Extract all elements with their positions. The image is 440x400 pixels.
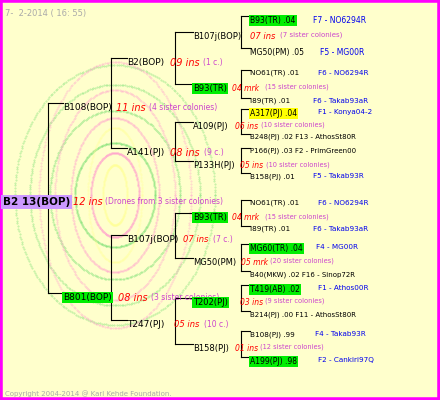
Text: (7 c.): (7 c.)	[213, 235, 233, 244]
Text: 07 ins: 07 ins	[250, 32, 275, 41]
Text: A109(PJ): A109(PJ)	[193, 122, 229, 131]
Text: (10 c.): (10 c.)	[204, 320, 228, 329]
Text: A317(PJ) .04: A317(PJ) .04	[250, 109, 297, 118]
Text: I89(TR) .01: I89(TR) .01	[250, 226, 290, 232]
Text: B248(PJ) .02 F13 - AthosSt80R: B248(PJ) .02 F13 - AthosSt80R	[250, 134, 356, 140]
Text: MG50(PM) .05: MG50(PM) .05	[250, 48, 304, 57]
Text: 7-  2-2014 ( 16: 55): 7- 2-2014 ( 16: 55)	[5, 9, 86, 18]
Text: T247(PJ): T247(PJ)	[127, 320, 165, 329]
Text: (9 c.): (9 c.)	[204, 148, 224, 157]
Text: (10 sister colonies): (10 sister colonies)	[261, 122, 325, 128]
Text: B2(BOP): B2(BOP)	[127, 58, 164, 67]
Text: B107j(BOP): B107j(BOP)	[193, 32, 241, 41]
Text: 08 ins: 08 ins	[170, 148, 200, 158]
Text: F2 - Cankiri97Q: F2 - Cankiri97Q	[318, 357, 374, 363]
Text: 08 ins: 08 ins	[118, 293, 148, 303]
Text: 12 ins: 12 ins	[73, 197, 103, 207]
Text: (3 sister colonies): (3 sister colonies)	[151, 293, 219, 302]
Text: T202(PJ): T202(PJ)	[193, 298, 228, 307]
Text: Copyright 2004-2014 @ Karl Kehde Foundation.: Copyright 2004-2014 @ Karl Kehde Foundat…	[5, 390, 172, 397]
Text: B2 13(BOP): B2 13(BOP)	[3, 197, 70, 207]
Text: 04 mrk: 04 mrk	[232, 84, 259, 93]
Text: 11 ins: 11 ins	[116, 103, 146, 113]
Text: F1 - Konya04-2: F1 - Konya04-2	[318, 109, 372, 115]
Text: P166(PJ) .03 F2 - PrimGreen00: P166(PJ) .03 F2 - PrimGreen00	[250, 148, 356, 154]
Text: B801(BOP): B801(BOP)	[63, 293, 112, 302]
Text: F6 - NO6294R: F6 - NO6294R	[318, 200, 368, 206]
Text: F5 - MG00R: F5 - MG00R	[320, 48, 364, 57]
Text: (4 sister colonies): (4 sister colonies)	[149, 103, 217, 112]
Text: F7 - NO6294R: F7 - NO6294R	[313, 16, 366, 25]
Text: B108(BOP): B108(BOP)	[63, 103, 112, 112]
Text: 03 ins: 03 ins	[240, 298, 263, 307]
Text: B158(PJ): B158(PJ)	[193, 344, 229, 353]
Text: 09 ins: 09 ins	[170, 58, 200, 68]
Text: P133H(PJ): P133H(PJ)	[193, 161, 235, 170]
Text: (15 sister colonies): (15 sister colonies)	[265, 84, 329, 90]
Text: I89(TR) .01: I89(TR) .01	[250, 98, 290, 104]
Text: 05 mrk: 05 mrk	[241, 258, 268, 267]
Text: B108(PJ) .99: B108(PJ) .99	[250, 331, 295, 338]
Text: (Drones from 3 sister colonies): (Drones from 3 sister colonies)	[105, 197, 223, 206]
Text: NO61(TR) .01: NO61(TR) .01	[250, 70, 299, 76]
Text: 06 ins: 06 ins	[235, 122, 258, 131]
Text: F6 - Takab93aR: F6 - Takab93aR	[313, 226, 368, 232]
Text: F1 - Athos00R: F1 - Athos00R	[318, 285, 368, 291]
Text: A199(PJ) .98: A199(PJ) .98	[250, 357, 297, 366]
Text: (7 sister colonies): (7 sister colonies)	[280, 32, 342, 38]
Text: 05 ins: 05 ins	[174, 320, 199, 329]
Text: F4 - MG00R: F4 - MG00R	[316, 244, 358, 250]
Text: 05 ins: 05 ins	[240, 161, 263, 170]
Text: B158(PJ) .01: B158(PJ) .01	[250, 173, 295, 180]
Text: T419(AB) .02: T419(AB) .02	[250, 285, 300, 294]
Text: B93(TR): B93(TR)	[193, 84, 227, 93]
Text: B214(PJ) .00 F11 - AthosSt80R: B214(PJ) .00 F11 - AthosSt80R	[250, 311, 356, 318]
Text: B93(TR): B93(TR)	[193, 213, 227, 222]
Text: 01 ins: 01 ins	[235, 344, 258, 353]
Text: A141(PJ): A141(PJ)	[127, 148, 165, 157]
Text: B107j(BOP): B107j(BOP)	[127, 235, 178, 244]
Text: (10 sister colonies): (10 sister colonies)	[266, 161, 330, 168]
Text: (15 sister colonies): (15 sister colonies)	[265, 213, 329, 220]
Text: NO61(TR) .01: NO61(TR) .01	[250, 200, 299, 206]
Text: F4 - Takab93R: F4 - Takab93R	[315, 331, 366, 337]
Text: B40(MKW) .02 F16 - Sinop72R: B40(MKW) .02 F16 - Sinop72R	[250, 271, 355, 278]
Text: MG60(TR) .04: MG60(TR) .04	[250, 244, 303, 253]
Text: MG50(PM): MG50(PM)	[193, 258, 236, 267]
Text: (9 sister colonies): (9 sister colonies)	[265, 298, 324, 304]
Text: 07 ins: 07 ins	[183, 235, 209, 244]
Text: (12 sister colonies): (12 sister colonies)	[260, 344, 324, 350]
Text: B93(TR) .04: B93(TR) .04	[250, 16, 295, 25]
Text: F6 - NO6294R: F6 - NO6294R	[318, 70, 368, 76]
Text: F5 - Takab93R: F5 - Takab93R	[313, 173, 364, 179]
Text: (1 c.): (1 c.)	[203, 58, 223, 67]
Text: F6 - Takab93aR: F6 - Takab93aR	[313, 98, 368, 104]
Text: (20 sister colonies): (20 sister colonies)	[270, 258, 334, 264]
Text: 04 mrk: 04 mrk	[232, 213, 259, 222]
